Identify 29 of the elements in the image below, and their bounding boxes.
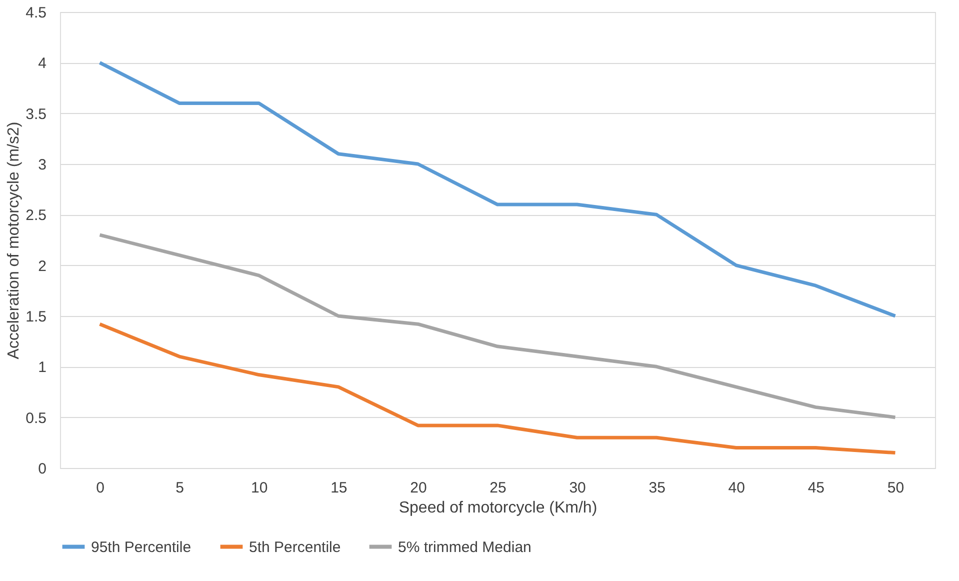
y-tick-label: 1 [38, 359, 46, 376]
legend-label: 5% trimmed Median [398, 538, 532, 556]
y-axis-title: Acceleration of motorcycle (m/s2) [6, 122, 23, 360]
y-tick-label: 2.5 [26, 207, 46, 224]
y-tick-label: 1.5 [26, 308, 46, 326]
x-tick-label: 50 [887, 480, 904, 496]
x-tick-label: 25 [490, 480, 506, 496]
x-tick-label: 35 [648, 480, 666, 496]
line-series [98, 60, 897, 318]
legend-label: 95th Percentile [91, 538, 192, 556]
x-tick-label: 45 [808, 480, 825, 496]
y-tick-label: 0 [38, 460, 46, 478]
x-tick-label: 40 [728, 480, 745, 496]
y-tick-label: 4.5 [26, 4, 46, 22]
x-tick-label: 5 [176, 480, 184, 496]
line-series [98, 233, 897, 420]
line-series [98, 322, 897, 455]
y-tick-label: 4 [38, 55, 46, 72]
x-tick-label: 10 [251, 480, 268, 496]
y-tick-label: 2 [38, 258, 46, 275]
x-axis-title: Speed of motorcycle (Km/h) [398, 500, 598, 516]
x-tick-label: 15 [330, 480, 348, 496]
y-tick-label: 3.5 [26, 106, 46, 123]
x-tick-label: 20 [410, 480, 427, 496]
x-tick-label: 30 [569, 480, 586, 496]
y-tick-label: 3 [38, 156, 46, 174]
y-tick-label: 0.5 [26, 410, 46, 427]
legend-label: 5th Percentile [249, 538, 341, 556]
x-tick-label: 0 [96, 480, 104, 496]
